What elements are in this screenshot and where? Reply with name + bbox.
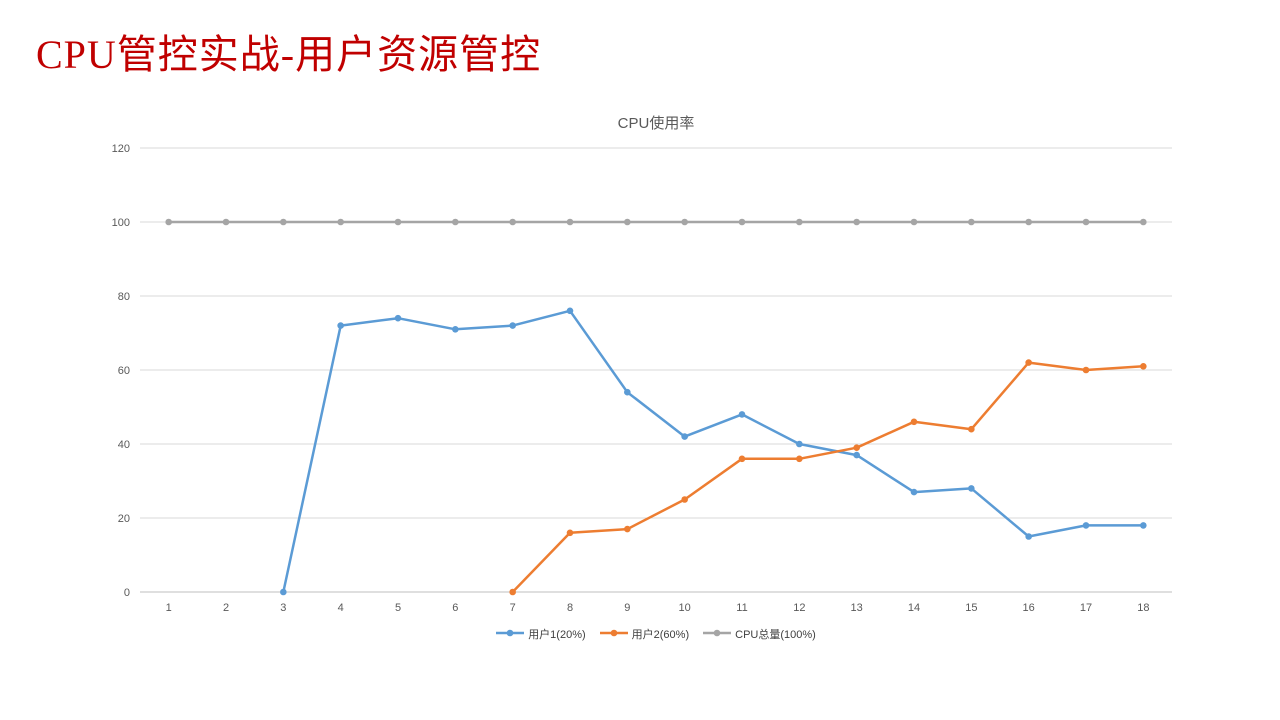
x-axis-tick-label: 10: [679, 602, 691, 614]
legend-marker-icon: [599, 625, 628, 643]
data-point-marker: [222, 218, 230, 226]
data-point-marker: [394, 314, 402, 322]
data-point-marker: [796, 218, 803, 226]
x-axis-tick-label: 18: [1137, 602, 1149, 614]
data-point-marker: [1082, 218, 1090, 226]
data-point-marker: [509, 322, 516, 329]
data-point-marker: [738, 411, 746, 418]
legend-label: 用户2(60%): [631, 629, 690, 641]
data-point-marker: [968, 485, 975, 492]
chart-title: CPU使用率: [617, 115, 695, 132]
x-axis-tick-label: 11: [736, 602, 747, 614]
data-point-marker: [1082, 366, 1090, 374]
data-point-marker: [337, 218, 344, 226]
legend-label: 用户1(20%): [528, 629, 586, 641]
data-point-marker: [1140, 363, 1147, 370]
x-axis-tick-label: 1: [166, 602, 172, 614]
series-line: [511, 361, 1144, 593]
y-axis-tick-label: 80: [118, 291, 130, 303]
data-point-marker: [910, 218, 918, 226]
x-axis-tick-label: 2: [223, 602, 229, 614]
x-axis-tick-label: 6: [452, 602, 458, 614]
page-title: CPU管控实战-用户资源管控: [36, 32, 542, 77]
data-point-marker: [1140, 522, 1147, 529]
y-axis-tick-label: 40: [118, 439, 130, 451]
y-axis-tick-label: 60: [118, 365, 130, 377]
x-axis-tick-label: 17: [1080, 602, 1092, 614]
data-point-marker: [853, 444, 860, 452]
x-axis-tick-label: 7: [510, 602, 516, 614]
data-point-marker: [1025, 218, 1032, 226]
x-axis-tick-label: 16: [1023, 602, 1035, 614]
data-point-marker: [796, 455, 803, 463]
data-point-marker: [280, 588, 287, 596]
data-point-marker: [910, 488, 918, 496]
x-axis-tick-label: 13: [851, 602, 863, 614]
data-point-marker: [1025, 533, 1032, 540]
data-point-marker: [910, 418, 918, 426]
data-point-marker: [566, 307, 574, 315]
data-point-marker: [853, 218, 860, 226]
data-point-marker: [337, 322, 344, 329]
y-axis-tick-label: 20: [118, 513, 130, 525]
y-axis-tick-label: 120: [112, 143, 130, 155]
x-axis-tick-label: 14: [908, 602, 920, 614]
chart-legend: 用户1(20%) 用户2(60%) CPU总量(100%): [140, 625, 1172, 643]
data-point-marker: [1140, 218, 1147, 226]
data-point-marker: [566, 218, 574, 226]
x-axis-tick-label: 3: [280, 602, 286, 614]
y-axis-tick-label: 100: [112, 217, 130, 229]
data-point-marker: [624, 388, 631, 396]
data-point-marker: [624, 218, 631, 226]
data-point-marker: [280, 218, 287, 226]
legend-item: 用户1(20%): [496, 625, 586, 643]
data-point-marker: [1025, 359, 1032, 366]
legend-label: CPU总量(100%): [735, 629, 816, 641]
series-line: [282, 309, 1144, 593]
x-axis-tick-label: 15: [965, 602, 977, 614]
data-point-marker: [968, 425, 975, 433]
data-point-marker: [452, 326, 459, 333]
data-point-marker: [853, 451, 860, 459]
data-point-marker: [738, 218, 746, 226]
data-point-marker: [509, 588, 516, 596]
data-point-marker: [394, 218, 402, 226]
x-axis-tick-label: 12: [793, 602, 805, 614]
x-axis-tick-label: 5: [395, 602, 401, 614]
data-point-marker: [1082, 522, 1090, 529]
data-point-marker: [738, 455, 746, 463]
data-point-marker: [509, 218, 516, 226]
x-axis-tick-label: 8: [567, 602, 573, 614]
legend-item: CPU总量(100%): [703, 625, 816, 643]
data-point-marker: [681, 433, 688, 440]
data-point-marker: [452, 218, 459, 226]
legend-item: 用户2(60%): [599, 625, 690, 643]
legend-marker-icon: [496, 625, 525, 643]
data-point-marker: [681, 218, 688, 226]
data-point-marker: [624, 525, 631, 533]
y-axis-tick-label: 0: [124, 587, 130, 599]
data-point-marker: [681, 496, 688, 503]
x-axis-tick-label: 4: [338, 602, 344, 614]
data-point-marker: [566, 529, 574, 537]
x-axis-tick-label: 9: [624, 602, 630, 614]
data-point-marker: [796, 440, 803, 448]
legend-marker-icon: [703, 625, 732, 643]
data-point-marker: [165, 218, 172, 226]
data-point-marker: [968, 218, 975, 226]
